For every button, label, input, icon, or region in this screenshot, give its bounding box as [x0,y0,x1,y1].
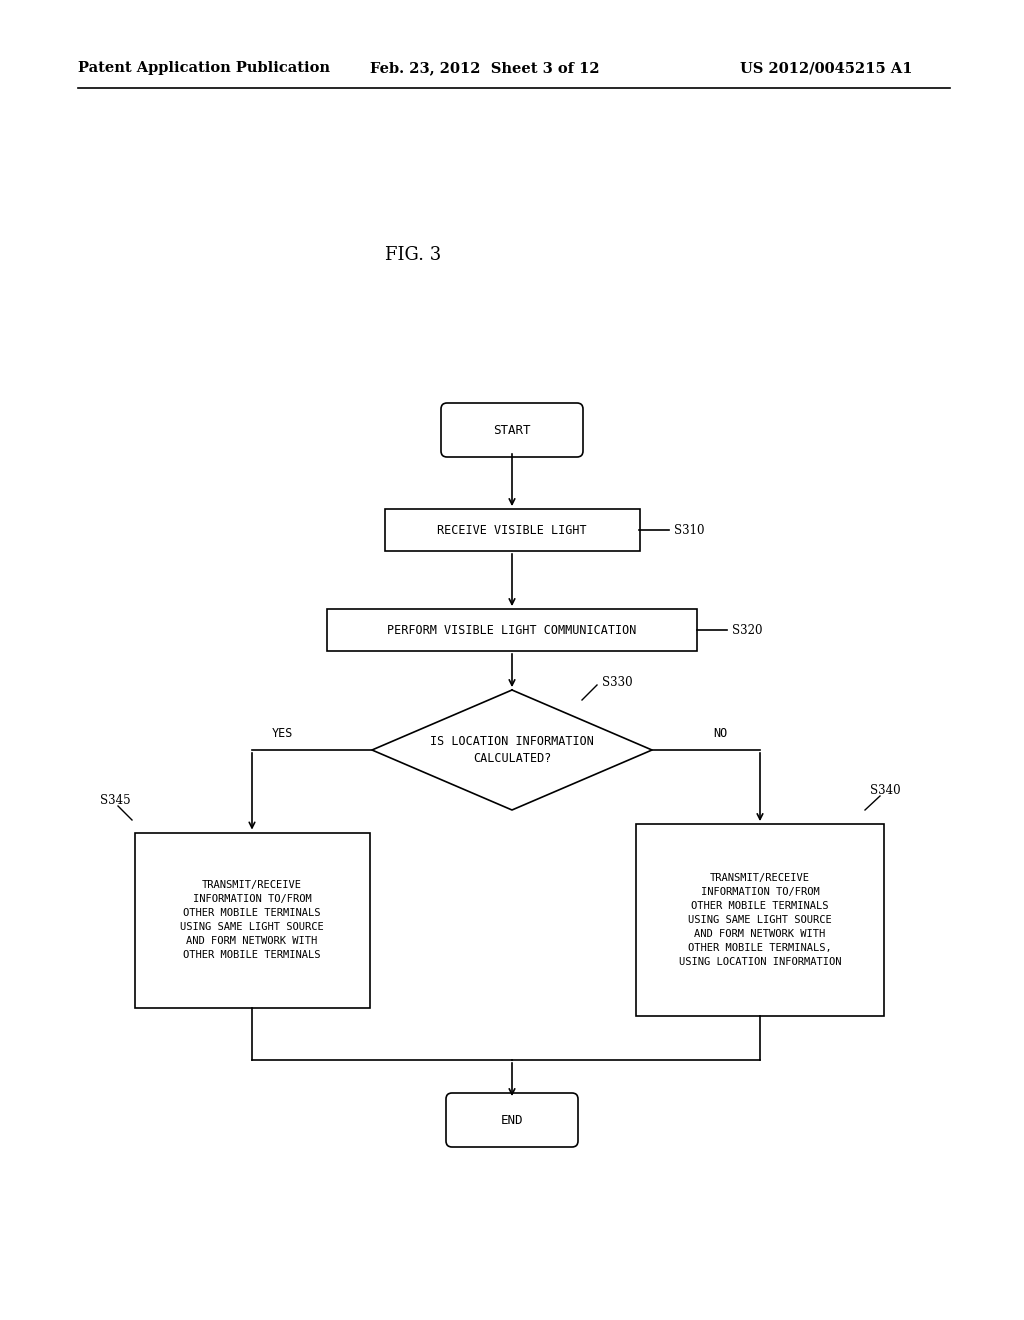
Text: Patent Application Publication: Patent Application Publication [78,61,330,75]
Text: PERFORM VISIBLE LIGHT COMMUNICATION: PERFORM VISIBLE LIGHT COMMUNICATION [387,623,637,636]
Bar [327,609,697,651]
Text: RECEIVE VISIBLE LIGHT: RECEIVE VISIBLE LIGHT [437,524,587,536]
Text: YES: YES [271,727,293,741]
Bar [134,833,370,1007]
Text: S320: S320 [732,623,763,636]
Text: NO: NO [713,727,727,741]
Text: S330: S330 [602,676,633,689]
Text: S310: S310 [674,524,705,536]
Text: Feb. 23, 2012  Sheet 3 of 12: Feb. 23, 2012 Sheet 3 of 12 [370,61,600,75]
Text: US 2012/0045215 A1: US 2012/0045215 A1 [740,61,912,75]
Text: S345: S345 [100,793,131,807]
Bar [384,510,640,550]
FancyBboxPatch shape [446,1093,578,1147]
Bar [636,824,884,1016]
Text: TRANSMIT/RECEIVE
INFORMATION TO/FROM
OTHER MOBILE TERMINALS
USING SAME LIGHT SOU: TRANSMIT/RECEIVE INFORMATION TO/FROM OTH… [679,873,842,968]
Text: END: END [501,1114,523,1126]
FancyBboxPatch shape [441,403,583,457]
Text: TRANSMIT/RECEIVE
INFORMATION TO/FROM
OTHER MOBILE TERMINALS
USING SAME LIGHT SOU: TRANSMIT/RECEIVE INFORMATION TO/FROM OTH… [180,880,324,960]
Text: START: START [494,424,530,437]
Text: FIG. 3: FIG. 3 [385,246,441,264]
Text: S340: S340 [870,784,901,796]
Polygon shape [372,690,652,810]
Text: IS LOCATION INFORMATION
CALCULATED?: IS LOCATION INFORMATION CALCULATED? [430,735,594,766]
